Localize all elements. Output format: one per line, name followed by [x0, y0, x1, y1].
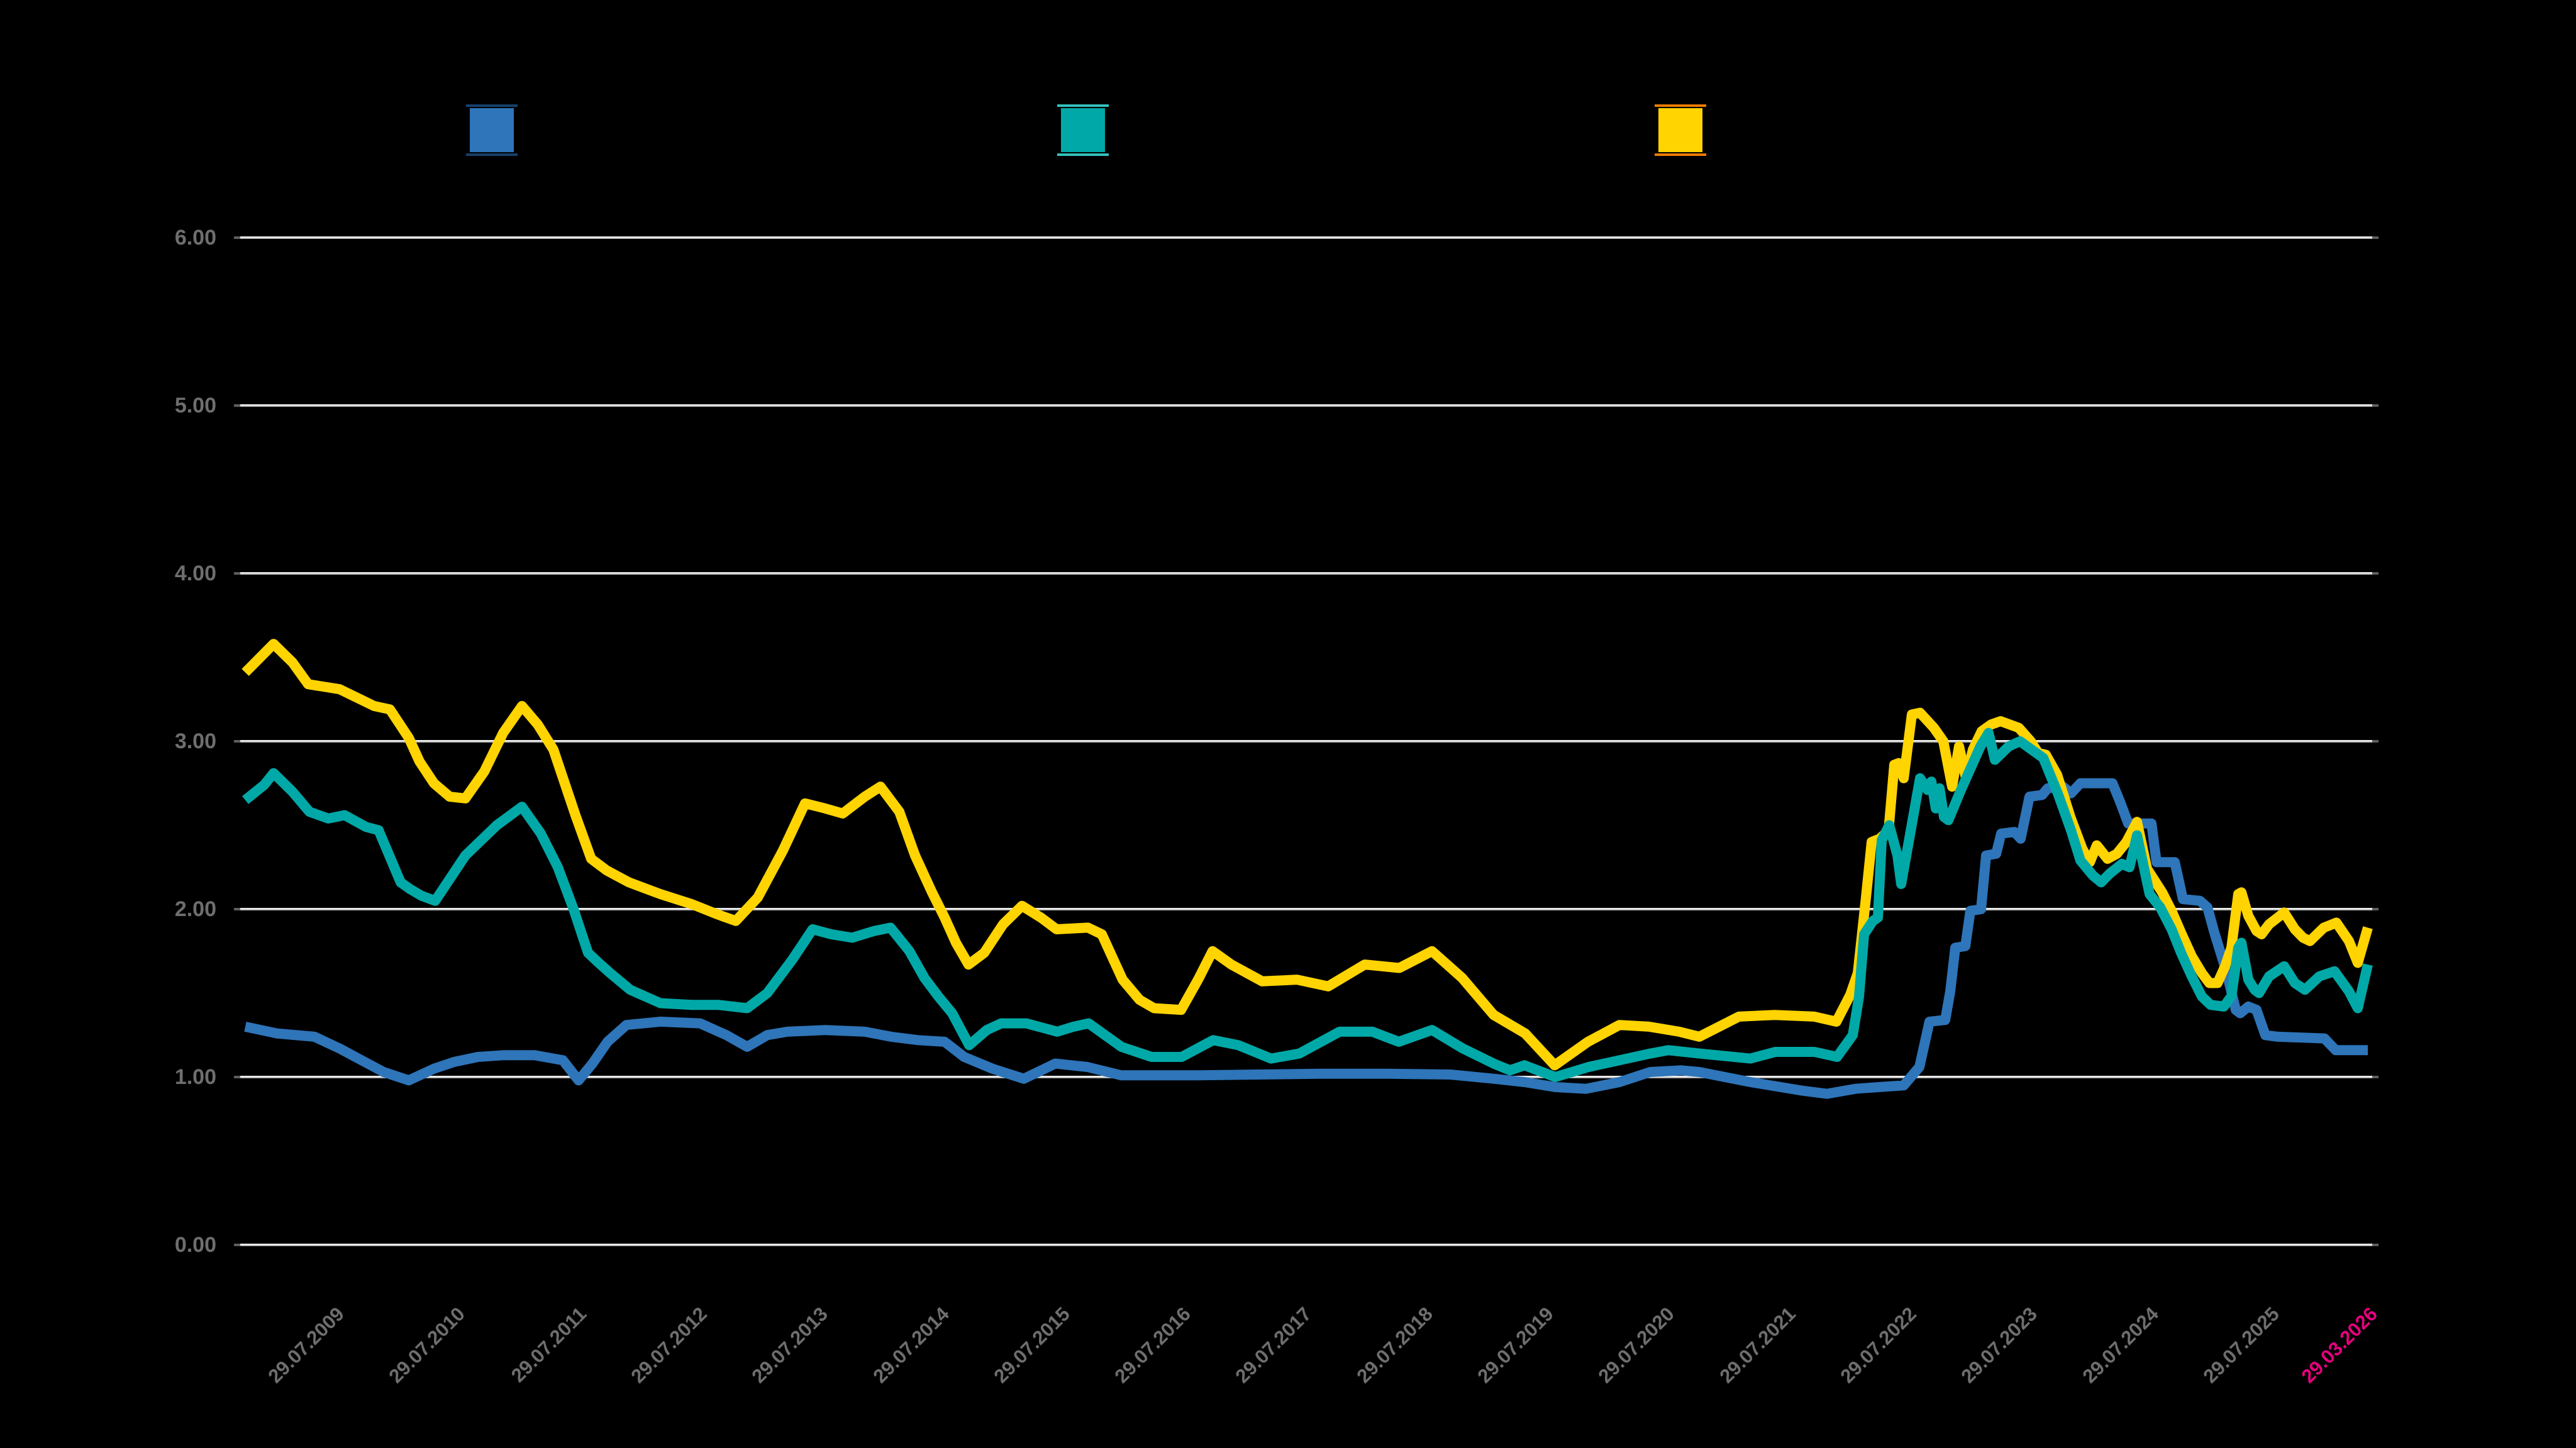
- y-tick-label: 0.00: [174, 1233, 216, 1257]
- y-tick-label: 2.00: [174, 897, 216, 921]
- legend-swatch-icon: [1061, 108, 1105, 152]
- legend-marker-hairline: [466, 104, 518, 107]
- gridline-tick: [2372, 236, 2379, 239]
- legend-marker-hairline: [1057, 153, 1109, 156]
- gridline-3.00: [240, 740, 2372, 743]
- gridline-tick: [2372, 1076, 2379, 1078]
- legend: [0, 0, 2576, 163]
- y-tick-label: 4.00: [174, 561, 216, 585]
- gridline-tick: [234, 236, 240, 239]
- legend-swatch-icon: [470, 108, 514, 152]
- series-blue: [244, 778, 2368, 1099]
- gridline-tick: [234, 1244, 240, 1246]
- gridline-tick: [234, 404, 240, 407]
- gridline-tick: [2372, 740, 2379, 743]
- legend-marker-hairline: [466, 153, 518, 156]
- series-yellow: [242, 639, 2373, 1071]
- gridline-tick: [234, 908, 240, 910]
- gridline-2.00: [240, 908, 2372, 910]
- gridline-tick: [2372, 1244, 2379, 1246]
- legend-marker-hairline: [1655, 153, 1706, 156]
- legend-swatch-icon: [1658, 108, 1702, 152]
- y-tick-label: 1.00: [174, 1065, 216, 1089]
- y-tick-label: 5.00: [174, 394, 216, 417]
- gridline-tick: [234, 572, 240, 575]
- gridline-tick: [2372, 908, 2379, 910]
- gridline-5.00: [240, 404, 2372, 407]
- legend-marker-hairline: [1057, 104, 1109, 107]
- gridline-tick: [2372, 404, 2379, 407]
- gridline-0.00: [240, 1244, 2372, 1246]
- gridline-tick: [2372, 572, 2379, 575]
- y-tick-label: 3.00: [174, 729, 216, 753]
- gridline-tick: [234, 740, 240, 743]
- gridline-4.00: [240, 572, 2372, 575]
- legend-marker-hairline: [1655, 104, 1706, 107]
- series-teal: [242, 727, 2373, 1082]
- gridline-tick: [234, 1076, 240, 1078]
- y-tick-label: 6.00: [174, 226, 216, 250]
- gridline-6.00: [240, 236, 2372, 239]
